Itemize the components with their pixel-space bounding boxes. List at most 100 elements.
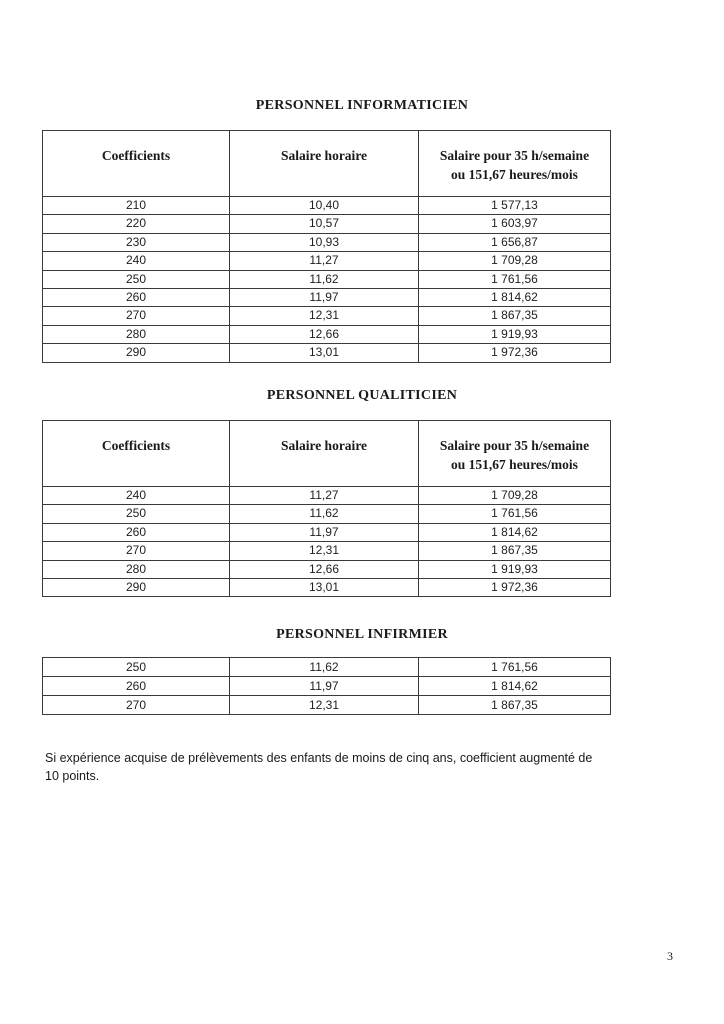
table-cell: 290	[42, 578, 230, 598]
table-row: 260 11,97 1 814,62	[42, 676, 611, 696]
table-cell: 260	[42, 676, 230, 696]
table-cell: 290	[42, 343, 230, 363]
table-cell: 1 761,56	[418, 504, 611, 524]
table-cell: 270	[42, 541, 230, 561]
table-cell: 11,27	[229, 485, 419, 506]
table-cell: 1 919,93	[418, 324, 611, 345]
section-title-infirmier: PERSONNEL INFIRMIER	[276, 627, 448, 642]
table-cell: 1 577,13	[418, 195, 611, 216]
footnote-line2: 10 points.	[45, 769, 100, 783]
table-cell: 11,62	[229, 269, 419, 290]
table-cell: 1 867,35	[418, 541, 611, 561]
header-salaire-horaire-label: Salaire horaire	[280, 438, 368, 453]
table-cell: 250	[42, 269, 230, 290]
section-title-qualiticien: PERSONNEL QUALITICIEN	[266, 388, 458, 403]
table-cell: 12,31	[229, 541, 419, 561]
header-salaire-mensuel: Salaire pour 35 h/semaine ou 151,67 heur…	[418, 130, 611, 197]
table-cell: 1 972,36	[418, 343, 611, 363]
salary-table-informaticien: Coefficients Salaire horaire Salaire pou…	[42, 130, 611, 363]
table-cell: 240	[42, 485, 230, 506]
page-number: 3	[667, 949, 673, 963]
table-cell: 1 761,56	[418, 657, 611, 677]
table-cell: 11,97	[229, 676, 419, 696]
table-cell: 1 761,56	[418, 269, 611, 290]
salary-table-qualiticien: Coefficients Salaire horaire Salaire pou…	[42, 420, 611, 598]
table-cell: 280	[42, 559, 230, 580]
table-cell: 210	[42, 195, 230, 216]
table-cell: 220	[42, 214, 230, 234]
table-cell: 270	[42, 306, 230, 326]
table-row: 240 11,27 1 709,28	[42, 485, 611, 506]
table-cell: 13,01	[229, 343, 419, 363]
table-cell: 1 867,35	[418, 695, 611, 715]
table-header-row: Coefficients Salaire horaire Salaire pou…	[42, 420, 611, 487]
table-row: 270 12,31 1 867,35	[42, 306, 611, 326]
table-cell: 1 972,36	[418, 578, 611, 598]
table-cell: 1 603,97	[418, 214, 611, 234]
header-coefficients-label: Coefficients	[101, 148, 171, 163]
table-row: 270 12,31 1 867,35	[42, 695, 611, 715]
table-row: 280 12,66 1 919,93	[42, 559, 611, 580]
header-coefficients-label: Coefficients	[101, 438, 171, 453]
table-cell: 1 919,93	[418, 559, 611, 580]
table-row: 290 13,01 1 972,36	[42, 578, 611, 598]
table-header-row: Coefficients Salaire horaire Salaire pou…	[42, 130, 611, 197]
table-cell: 1 814,62	[418, 676, 611, 696]
table-cell: 240	[42, 251, 230, 271]
table-cell: 1 709,28	[418, 251, 611, 271]
table-cell: 11,27	[229, 251, 419, 271]
table-row: 290 13,01 1 972,36	[42, 343, 611, 363]
table-row: 280 12,66 1 919,93	[42, 324, 611, 345]
header-salaire-mensuel-line2: ou 151,67 heures/mois	[451, 457, 578, 472]
salary-table-infirmier: 250 11,62 1 761,56 260 11,97 1 814,62 270 12,31…	[42, 657, 611, 715]
table-cell: 10,93	[229, 232, 419, 253]
header-salaire-horaire: Salaire horaire	[229, 420, 419, 487]
table-cell: 1 709,28	[418, 485, 611, 506]
footnote-line1: Si expérience acquise de prélèvements de…	[45, 751, 593, 765]
table-cell: 10,40	[229, 195, 419, 216]
header-salaire-horaire: Salaire horaire	[229, 130, 419, 197]
footnote: Si expérience acquise de prélèvements de…	[45, 749, 645, 785]
table-cell: 11,97	[229, 522, 419, 543]
table-cell: 250	[42, 504, 230, 524]
table-cell: 1 814,62	[418, 522, 611, 543]
section-title-informaticien: PERSONNEL INFORMATICIEN	[255, 98, 469, 113]
table-cell: 260	[42, 522, 230, 543]
table-cell: 10,57	[229, 214, 419, 234]
table-row: 250 11,62 1 761,56	[42, 504, 611, 524]
table-cell: 280	[42, 324, 230, 345]
table-cell: 270	[42, 695, 230, 715]
table-row: 250 11,62 1 761,56	[42, 657, 611, 677]
table-cell: 11,62	[229, 657, 419, 677]
table-cell: 12,66	[229, 559, 419, 580]
table-row: 250 11,62 1 761,56	[42, 269, 611, 290]
table-cell: 11,62	[229, 504, 419, 524]
table-cell: 1 656,87	[418, 232, 611, 253]
header-salaire-mensuel-line2: ou 151,67 heures/mois	[451, 167, 578, 182]
table-cell: 1 814,62	[418, 288, 611, 308]
table-cell: 1 867,35	[418, 306, 611, 326]
table-cell: 12,31	[229, 306, 419, 326]
table-row: 240 11,27 1 709,28	[42, 251, 611, 271]
table-cell: 250	[42, 657, 230, 677]
table-body: 250 11,62 1 761,56 260 11,97 1 814,62 270 12,31…	[42, 657, 611, 715]
table-cell: 13,01	[229, 578, 419, 598]
header-salaire-horaire-label: Salaire horaire	[280, 148, 368, 163]
table-body: 210 10,40 1 577,13 220 10,57 1 603,97 230 10,93…	[42, 195, 611, 363]
table-row: 230 10,93 1 656,87	[42, 232, 611, 253]
header-coefficients: Coefficients	[42, 420, 230, 487]
header-salaire-mensuel-line1: Salaire pour 35 h/semaine	[439, 148, 590, 163]
table-row: 260 11,97 1 814,62	[42, 288, 611, 308]
header-salaire-mensuel-line1: Salaire pour 35 h/semaine	[439, 438, 590, 453]
header-salaire-mensuel: Salaire pour 35 h/semaine ou 151,67 heur…	[418, 420, 611, 487]
table-cell: 230	[42, 232, 230, 253]
table-cell: 12,66	[229, 324, 419, 345]
table-row: 270 12,31 1 867,35	[42, 541, 611, 561]
table-row: 210 10,40 1 577,13	[42, 195, 611, 216]
table-cell: 260	[42, 288, 230, 308]
header-coefficients: Coefficients	[42, 130, 230, 197]
table-row: 220 10,57 1 603,97	[42, 214, 611, 234]
table-cell: 11,97	[229, 288, 419, 308]
table-body: 240 11,27 1 709,28 250 11,62 1 761,56 260 11,97…	[42, 485, 611, 598]
